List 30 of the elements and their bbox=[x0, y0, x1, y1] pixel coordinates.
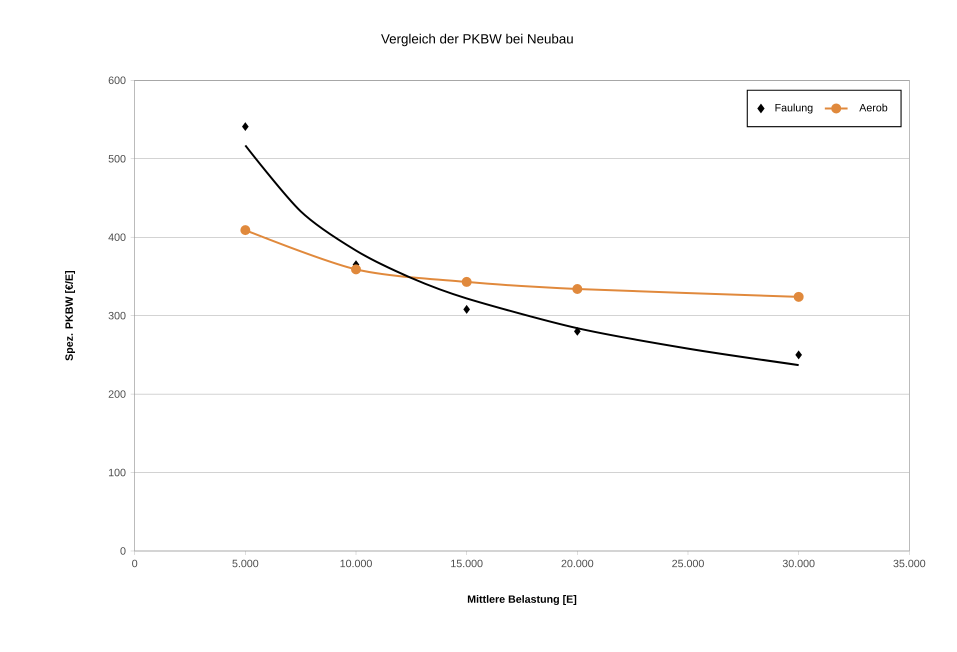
point bbox=[574, 327, 581, 336]
y-tick-label: 500 bbox=[108, 154, 126, 163]
y-tick-label: 600 bbox=[108, 76, 126, 84]
x-tick-label: 20.000 bbox=[562, 560, 594, 568]
line-series bbox=[244, 144, 800, 366]
y-tick-label: 300 bbox=[108, 312, 126, 320]
chart-title: Vergleich der PKBW bei Neubau bbox=[381, 34, 573, 46]
legend-label: Aerob bbox=[859, 104, 888, 112]
point bbox=[462, 276, 472, 287]
point bbox=[794, 292, 804, 302]
x-tick-label: 25.000 bbox=[672, 560, 704, 568]
point bbox=[242, 122, 249, 131]
point bbox=[795, 350, 802, 360]
x-tick-label: 35.000 bbox=[893, 560, 926, 568]
x-tick-label: 5.000 bbox=[232, 560, 258, 568]
y-tick-label: 400 bbox=[108, 233, 126, 241]
legend-label: Faulung bbox=[775, 104, 812, 114]
y-tick-label: 200 bbox=[108, 390, 126, 398]
x-tick-label: 10.000 bbox=[340, 560, 372, 568]
point bbox=[572, 284, 582, 294]
point bbox=[463, 305, 470, 314]
point bbox=[240, 225, 250, 236]
x-tick-label: 15.000 bbox=[451, 560, 483, 568]
x-tick-label: 0 bbox=[132, 560, 138, 568]
y-tick-label: 0 bbox=[120, 547, 126, 555]
x-tick-label: 30.000 bbox=[782, 560, 815, 568]
y-tick-label: 100 bbox=[108, 468, 126, 476]
y-axis-title: Spez. PKBW [€/E] bbox=[65, 271, 76, 361]
x-axis-title: Mittlere Belastung [E] bbox=[468, 595, 576, 606]
point bbox=[351, 264, 361, 274]
